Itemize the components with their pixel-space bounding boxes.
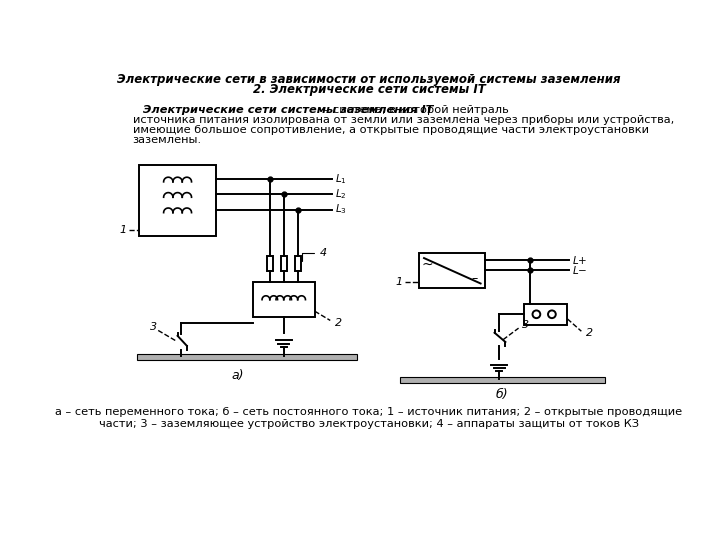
Text: $L_2$: $L_2$ (335, 187, 346, 201)
Bar (294, 256, 301, 271)
Text: 3: 3 (523, 320, 530, 330)
Text: – система, в которой нейтраль: – система, в которой нейтраль (320, 105, 509, 115)
Text: источника питания изолирована от земли или заземлена через приборы или устройств: источника питания изолирована от земли и… (132, 115, 674, 125)
Text: –: – (472, 272, 477, 285)
Text: Электрические сети системы заземления IT: Электрические сети системы заземления IT (143, 105, 433, 115)
Text: 3: 3 (150, 322, 157, 332)
Bar (253, 282, 315, 318)
Text: 1: 1 (119, 225, 126, 235)
Text: а): а) (231, 369, 243, 382)
Text: а – сеть переменного тока; б – сеть постоянного тока; 1 – источник питания; 2 – : а – сеть переменного тока; б – сеть пост… (55, 408, 683, 429)
Bar (137, 354, 357, 360)
Text: ~: ~ (421, 258, 433, 272)
Text: б): б) (496, 388, 508, 401)
Text: 2: 2 (586, 328, 593, 338)
Text: $L_3$: $L_3$ (335, 202, 347, 217)
Text: 1: 1 (396, 277, 402, 287)
Text: $L$−: $L$− (572, 265, 588, 276)
Bar (281, 256, 287, 271)
Bar (524, 303, 567, 325)
Text: имеющие большое сопротивление, а открытые проводящие части электроустановки: имеющие большое сопротивление, а открыты… (132, 125, 649, 135)
Bar (400, 377, 606, 383)
Text: 4: 4 (302, 248, 327, 261)
Text: 2. Электрические сети системы IT: 2. Электрические сети системы IT (253, 83, 485, 96)
Bar (419, 253, 485, 288)
Text: $L$+: $L$+ (572, 254, 588, 266)
Bar (266, 256, 273, 271)
Text: $L_1$: $L_1$ (335, 172, 346, 186)
Text: Электрические сети в зависимости от используемой системы заземления: Электрические сети в зависимости от испо… (117, 72, 621, 85)
Text: 2: 2 (335, 318, 342, 328)
Bar (139, 165, 216, 236)
Text: заземлены.: заземлены. (132, 135, 202, 145)
